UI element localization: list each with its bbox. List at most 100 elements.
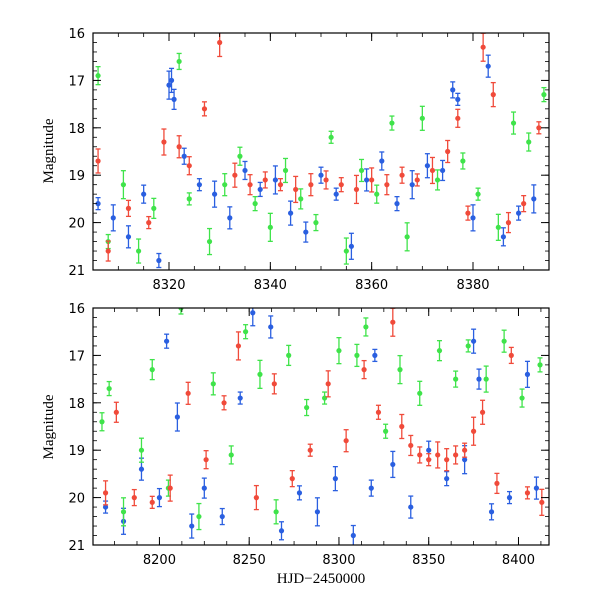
bottom-series-2-point (453, 452, 459, 458)
bottom-series-1-point (354, 352, 360, 358)
top-series-1-point (404, 234, 410, 240)
bottom-series-0-point (444, 476, 450, 482)
bottom-series-2-point (408, 442, 414, 449)
top-series-2-point (277, 182, 284, 188)
top-xtick-label: 8360 (355, 278, 388, 293)
top-series-1-point (237, 153, 243, 159)
top-series-1-point (374, 191, 380, 197)
top-series-2-point (338, 182, 344, 188)
bottom-series-2-point (390, 319, 396, 325)
bottom-series-1-point (519, 395, 525, 401)
bottom-series-0-point (138, 466, 145, 472)
bottom-series-0-point (488, 509, 495, 515)
bottom-panel: 16 17 18 19 20 21 8200 8250 8300 8350 8400 Magnitu… (41, 302, 550, 587)
top-series-1-point (282, 167, 289, 174)
top-series-2-point (505, 220, 512, 226)
top-series-2-point (429, 167, 436, 174)
bottom-series-0-point (368, 485, 374, 491)
top-series-0-point (440, 167, 446, 174)
bottom-series-2-point (253, 495, 259, 501)
bottom-series-1-point (304, 404, 310, 411)
top-series-0-point (485, 63, 491, 69)
top-series-0-point (318, 172, 324, 178)
top-series-1-point (186, 196, 192, 202)
bottom-series-0-point (350, 532, 356, 539)
bottom-series-1-point (465, 343, 471, 349)
top-series-2-point (536, 125, 542, 131)
bottom-series-0-point (524, 371, 531, 377)
top-series-2-point (308, 182, 314, 188)
top-series-1-point (252, 201, 258, 207)
bottom-series-1-point (106, 385, 112, 392)
bottom-series-1-point (228, 452, 234, 458)
bottom-series-2-point (289, 476, 295, 482)
bottom-series-0-point (332, 476, 338, 482)
bottom-series-2-point (375, 409, 382, 415)
bottom-series-1-point (210, 381, 216, 387)
bottom-series-2-point (539, 499, 545, 505)
bottom-series-2-point (399, 423, 405, 430)
bottom-series-0-point (476, 376, 482, 382)
bottom-series-2-point (470, 428, 477, 434)
top-series-2-point (217, 39, 223, 46)
top-ytick-label: 21 (68, 264, 85, 279)
top-series-1-point (358, 167, 365, 174)
bottom-series-1-point (286, 352, 292, 358)
bottom-series-1-point (178, 308, 184, 311)
bottom-series-0-point (390, 461, 396, 468)
bottom-series-2-point (235, 343, 242, 349)
top-series-0-point (288, 210, 294, 216)
bottom-series-2-point (149, 499, 155, 505)
top-series-1-point (434, 177, 441, 183)
bottom-ytick-label: 20 (68, 492, 85, 507)
top-series-1-point (343, 248, 349, 254)
top-series-1-point (151, 205, 157, 211)
top-series-2-point (323, 177, 329, 183)
bottom-series-0-point (470, 338, 477, 344)
bottom-series-2-point (417, 452, 423, 458)
bottom-series-2-point (494, 480, 500, 486)
bottom-series-0-point (174, 414, 180, 420)
bottom-series-2-point (325, 381, 331, 387)
bottom-series-2-point (167, 485, 173, 491)
top-plot-frame (92, 32, 550, 271)
bottom-series-1-point (149, 367, 155, 373)
bottom-series-2-point (203, 457, 209, 463)
bottom-xtick-label: 8350 (412, 553, 445, 568)
top-series-0-point (364, 177, 370, 183)
top-series-2-point (293, 186, 299, 193)
top-series-0-point (516, 210, 522, 216)
bottom-series-0-point (189, 523, 195, 529)
bottom-axes: 16 17 18 19 20 21 8200 8250 8300 8350 8400 (68, 302, 549, 568)
top-panel: 16 17 18 19 20 21 8320 8340 8360 8380 Magnitude (41, 27, 550, 293)
bottom-series-1-point (453, 376, 459, 382)
top-series-0-point (394, 201, 400, 207)
top-series-0-point (141, 191, 147, 197)
bottom-series-1-point (138, 447, 145, 453)
top-series-1-point (136, 248, 142, 254)
top-series-2-point (414, 177, 420, 183)
bottom-series-0-point (426, 447, 432, 453)
bottom-series-2-point (307, 447, 313, 453)
top-series-0-point (181, 153, 187, 159)
bottom-xtick-label: 8400 (502, 553, 535, 568)
bottom-xtick-label: 8300 (322, 553, 355, 568)
top-series-2-point (95, 158, 101, 164)
bottom-series-0-point (278, 528, 285, 534)
bottom-series-2-point (102, 490, 109, 496)
top-series-0-point (424, 163, 430, 169)
bottom-series-0-point (250, 310, 256, 316)
top-series-0-point (125, 234, 132, 240)
top-series-2-point (125, 205, 132, 211)
top-series-1-point (313, 220, 319, 226)
bottom-series-0-point (296, 490, 303, 496)
top-series-1-point (495, 224, 501, 230)
bottom-series-1-point (397, 367, 403, 373)
bottom-series-1-point (483, 376, 489, 382)
top-series-2-point (201, 106, 208, 112)
top-series-2-point (161, 139, 167, 145)
top-series-0-point (212, 191, 218, 197)
top-series-1-point (328, 134, 334, 140)
bottom-series-2-point (131, 495, 137, 501)
